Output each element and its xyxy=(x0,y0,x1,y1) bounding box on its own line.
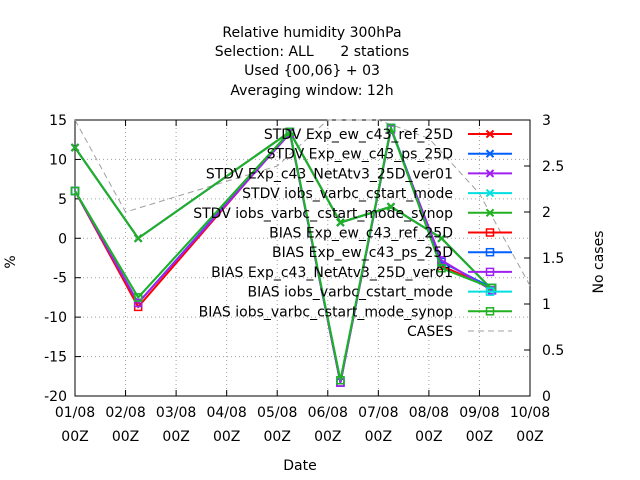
y-tick-label: 5 xyxy=(58,192,67,208)
data-point xyxy=(285,127,295,137)
title-line-2: Selection: ALL 2 stations xyxy=(215,44,409,60)
legend-label: STDV iobs_varbc_cstart_mode_synop xyxy=(193,206,453,222)
x-tick-label-hour: 00Z xyxy=(213,429,240,445)
data-point xyxy=(437,264,446,273)
data-point xyxy=(133,293,143,302)
title-line-3: Used {00,06} + 03 xyxy=(244,63,380,79)
x-tick-label-date: 01/08 xyxy=(55,405,95,421)
y-tick-label: -15 xyxy=(44,350,67,366)
legend-label: STDV iobs_varbc_cstart_mode xyxy=(242,186,453,202)
x-tick-label-date: 05/08 xyxy=(257,405,297,421)
x-tick-label-date: 03/08 xyxy=(156,405,196,421)
data-point xyxy=(386,202,396,211)
legend-marker xyxy=(485,169,495,178)
x-tick-label-date: 07/08 xyxy=(358,405,398,421)
x-tick-label-date: 06/08 xyxy=(308,405,348,421)
data-point xyxy=(386,123,396,133)
legend-marker xyxy=(485,208,495,218)
series-layer xyxy=(70,119,531,387)
series-line xyxy=(74,124,493,381)
x-tick-label-date: 02/08 xyxy=(105,405,145,421)
y2-axis-label: No cases xyxy=(591,231,607,294)
data-point xyxy=(70,186,80,196)
y-tick-label: 15 xyxy=(49,113,67,129)
y-tick-label: 0 xyxy=(58,231,67,247)
title-line-1: Relative humidity 300hPa xyxy=(222,25,401,41)
data-point xyxy=(70,143,80,152)
y2-tick-label: 2.5 xyxy=(542,159,564,175)
legend-label: BIAS iobs_varbc_cstart_mode xyxy=(248,285,454,301)
y2-tick-label: 0.5 xyxy=(542,343,564,359)
legend-marker xyxy=(485,287,495,296)
legend-marker xyxy=(485,228,495,237)
y-tick-label: 10 xyxy=(49,152,67,168)
data-point xyxy=(336,375,345,385)
y2-tick-label: 0 xyxy=(542,389,551,405)
series-line xyxy=(74,125,493,383)
legend: STDV Exp_ew_c43_ref_25D STDV Exp_ew_c43_p… xyxy=(193,127,512,340)
title-line-4: Averaging window: 12h xyxy=(230,83,393,99)
legend-label: BIAS Exp_ew_c43_ref_25D xyxy=(269,226,453,242)
y-tick-label: -10 xyxy=(44,310,67,326)
y-axis-label: % xyxy=(3,255,19,268)
data-point xyxy=(133,234,143,243)
axes: 15 10 5 0 -5 -10 -15 -20 0 0.5 1 1.5 2 2.5 3 01/08 00Z 02… xyxy=(44,113,564,445)
legend-marker xyxy=(485,247,495,257)
y2-tick-label: 1 xyxy=(542,297,551,313)
y-tick-label: -20 xyxy=(44,389,67,405)
series-10 xyxy=(74,119,531,286)
legend-label: STDV Exp_ew_c43_ps_25D xyxy=(267,147,453,163)
legend-label: BIAS Exp_ew_c43_ps_25D xyxy=(272,245,453,261)
y2-tick-label: 3 xyxy=(542,113,551,129)
title-block: Relative humidity 300hPa Selection: ALL … xyxy=(215,25,409,99)
legend-label: BIAS iobs_varbc_cstart_mode_synop xyxy=(199,304,454,320)
y2-tick-label: 2 xyxy=(542,205,551,221)
legend-label: CASES xyxy=(407,324,453,340)
x-tick-label-date: 08/08 xyxy=(409,405,449,421)
x-tick-label-date: 04/08 xyxy=(206,405,246,421)
x-tick-label-hour: 00Z xyxy=(264,429,291,445)
x-tick-label-hour: 00Z xyxy=(516,429,543,445)
x-tick-label-hour: 00Z xyxy=(466,429,493,445)
legend-marker xyxy=(485,188,495,198)
x-tick-label-date: 09/08 xyxy=(459,405,499,421)
x-axis-label: Date xyxy=(283,458,316,474)
data-point xyxy=(437,234,446,243)
x-tick-label-hour: 00Z xyxy=(162,429,189,445)
x-tick-label-hour: 00Z xyxy=(112,429,139,445)
legend-marker xyxy=(485,149,495,158)
x-tick-label-hour: 00Z xyxy=(415,429,442,445)
legend-label: STDV Exp_ew_c43_ref_25D xyxy=(264,127,453,143)
y-tick-label: -5 xyxy=(53,271,67,287)
y2-tick-label: 1.5 xyxy=(542,251,564,267)
x-tick-label-hour: 00Z xyxy=(314,429,341,445)
data-point xyxy=(133,298,143,308)
legend-label: STDV Exp_c43_NetAtv3_25D_ver01 xyxy=(206,166,453,182)
data-point xyxy=(336,218,345,227)
legend-marker xyxy=(485,307,495,316)
legend-label: BIAS Exp_c43_NetAtv3_25D_ver01 xyxy=(211,265,453,281)
x-tick-label-date: 10/08 xyxy=(510,405,550,421)
x-tick-label-hour: 00Z xyxy=(61,429,88,445)
legend-marker xyxy=(485,267,495,277)
series-line xyxy=(74,119,531,286)
legend-marker xyxy=(485,129,495,139)
x-tick-label-hour: 00Z xyxy=(365,429,392,445)
